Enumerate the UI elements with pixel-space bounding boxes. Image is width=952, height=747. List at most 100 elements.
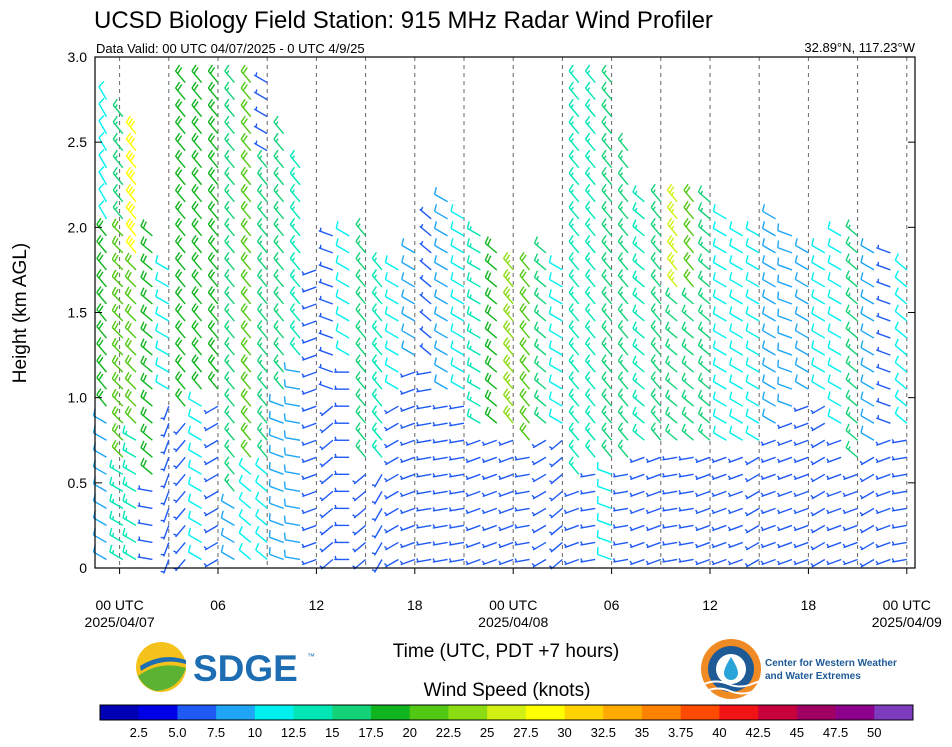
- wind-barb: [301, 388, 317, 395]
- wind-barb: [355, 217, 367, 237]
- wind-barb: [894, 372, 908, 390]
- wind-barb: [584, 132, 596, 152]
- y-tick-label: 2.0: [68, 219, 88, 235]
- wind-barb: [650, 303, 662, 322]
- wind-barb: [112, 132, 124, 152]
- wind-barb: [122, 425, 137, 441]
- wind-barb: [401, 340, 416, 356]
- wind-barb: [568, 405, 580, 424]
- wind-barb: [811, 340, 826, 356]
- wind-barb: [695, 507, 711, 515]
- wind-barb: [187, 510, 202, 527]
- wind-barb: [240, 115, 252, 135]
- wind-barb: [744, 558, 760, 568]
- wind-barb: [580, 473, 596, 478]
- wind-barb: [502, 269, 514, 288]
- wind-barb: [793, 405, 809, 412]
- wind-barb: [301, 405, 317, 412]
- wind-barb: [777, 274, 793, 288]
- wind-barb: [568, 200, 580, 220]
- wind-barb: [384, 340, 399, 356]
- wind-barb: [335, 238, 350, 254]
- wind-barb: [601, 217, 613, 237]
- wind-barb: [240, 183, 252, 203]
- wind-barb: [502, 354, 514, 373]
- wind-barb: [760, 541, 776, 549]
- wind-barb: [695, 558, 711, 566]
- wind-barb: [109, 493, 124, 509]
- wind-barb: [777, 240, 793, 254]
- x-tick-label: 00 UTC: [883, 597, 931, 613]
- colorbar-label: 40: [712, 725, 726, 740]
- colorbar-swatch: [796, 705, 837, 720]
- wind-barb: [678, 455, 694, 461]
- sdge-wordmark: SDGE: [193, 648, 298, 689]
- wind-barb: [793, 490, 809, 498]
- wind-barb: [617, 354, 629, 373]
- wind-barb: [160, 559, 170, 574]
- wind-barb: [584, 166, 596, 186]
- wind-barb: [401, 289, 416, 305]
- wind-barb: [793, 541, 809, 549]
- wind-barb: [352, 490, 367, 502]
- wind-barb: [96, 234, 108, 254]
- wind-barb: [484, 236, 498, 254]
- wind-barb: [224, 81, 235, 101]
- wind-barb: [207, 354, 219, 373]
- wind-barb: [761, 374, 776, 390]
- wind-barb: [109, 510, 124, 527]
- colorbar-label: 20: [402, 725, 416, 740]
- wind-barb: [563, 507, 580, 515]
- wind-barb: [650, 200, 662, 220]
- wind-barb: [601, 371, 613, 390]
- wind-barb: [355, 252, 367, 271]
- wind-barb: [811, 306, 826, 322]
- wind-barb: [318, 278, 334, 288]
- wind-barb: [548, 456, 563, 468]
- wind-barb: [173, 456, 186, 470]
- wind-barb: [827, 408, 842, 424]
- wind-barb: [761, 204, 776, 220]
- wind-barb: [383, 439, 399, 449]
- wind-barb: [601, 269, 613, 288]
- wind-barb: [584, 217, 596, 237]
- wind-barb: [484, 338, 498, 356]
- wind-barb: [334, 470, 350, 476]
- wind-barb: [584, 252, 596, 271]
- wind-barb: [399, 388, 416, 395]
- wind-barb: [645, 541, 662, 549]
- wind-barb: [894, 406, 908, 424]
- wind-barb: [207, 149, 219, 169]
- wind-barb: [519, 422, 531, 441]
- colorbar-label: 35: [635, 725, 649, 740]
- colorbar-label: 42.5: [745, 725, 770, 740]
- wind-barb: [207, 81, 219, 101]
- wind-barb: [466, 238, 481, 254]
- wind-barb: [383, 456, 399, 466]
- wind-barb: [842, 507, 858, 515]
- wind-barb: [416, 541, 432, 546]
- wind-barb: [301, 303, 317, 310]
- wind-barb: [519, 286, 531, 305]
- wind-barb: [827, 289, 842, 305]
- wind-barb: [191, 286, 203, 305]
- wind-barb: [601, 234, 613, 254]
- wind-barb: [140, 457, 153, 475]
- wind-barb: [224, 98, 235, 118]
- wind-barb: [632, 219, 645, 237]
- wind-barb: [568, 388, 580, 407]
- wind-barb: [122, 527, 137, 544]
- wind-barb: [224, 405, 235, 424]
- y-tick-label: 1.5: [68, 305, 88, 321]
- wind-barb: [224, 217, 235, 237]
- wind-barb: [584, 422, 596, 441]
- wind-barb: [416, 370, 432, 376]
- wind-barb: [601, 115, 613, 135]
- wind-barb: [140, 236, 153, 254]
- wind-barb: [650, 337, 662, 356]
- colorbar: 2.5 5.0 7.5 10 12.5 15 17.5 20 22.5 25 27.5 30 32.5 3…: [99, 704, 914, 740]
- wind-barb: [419, 308, 432, 322]
- wind-barb: [632, 423, 645, 441]
- wind-barb: [745, 272, 760, 288]
- wind-barb: [399, 456, 416, 464]
